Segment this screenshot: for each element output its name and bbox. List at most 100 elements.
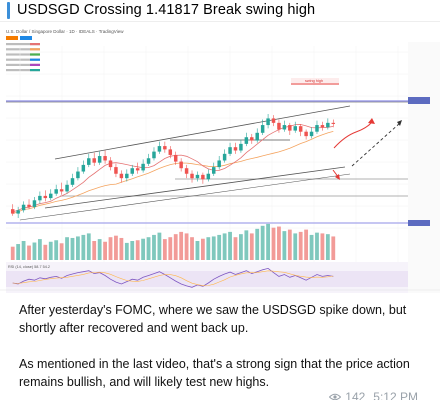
volume-bar [48, 241, 53, 260]
candle-body [108, 160, 113, 168]
indicator-legend [6, 43, 40, 72]
volume-bar [124, 242, 129, 260]
volume-bar [217, 234, 222, 260]
candle-body [168, 149, 173, 155]
volume-bar [135, 240, 140, 260]
legend-chip [6, 36, 18, 40]
volume-bar [206, 237, 211, 260]
volume-bar [92, 241, 97, 260]
volume-bar [81, 234, 86, 260]
volume-bar [325, 234, 330, 260]
volume-bar [282, 231, 287, 260]
candle-body [49, 193, 53, 199]
legend-entry [6, 43, 40, 46]
candle-body [293, 126, 297, 131]
volume-bar [260, 225, 265, 260]
volume-bar [108, 237, 113, 260]
candle-body [331, 122, 336, 124]
legend-value [30, 63, 40, 66]
candle-body [201, 174, 205, 180]
candle-body [130, 168, 134, 174]
legend-value [30, 58, 40, 61]
candle-body [233, 147, 238, 151]
volume-bar [146, 237, 151, 260]
candle-body [271, 118, 276, 123]
legend-value [30, 43, 40, 46]
projected-path-arrow [333, 121, 373, 149]
volume-bar [27, 245, 31, 260]
channel-lower-line-2 [19, 173, 351, 221]
candle-body [65, 184, 69, 192]
volume-bar [331, 236, 336, 260]
volume-bar [103, 241, 107, 260]
volume-bar [271, 227, 276, 260]
candle-body [266, 118, 270, 126]
candle-body [298, 126, 303, 132]
volume-bar [16, 244, 21, 260]
volume-bar [141, 238, 146, 260]
candle-body [228, 147, 232, 154]
volume-bars [10, 223, 336, 260]
volume-bar [287, 229, 292, 260]
candle-body [277, 122, 281, 130]
candle-body [239, 143, 243, 151]
tradingview-chart: U.S. Dollar / Singapore Dollar · 1D · ID… [0, 22, 440, 293]
candle-body [146, 158, 151, 164]
legend-entry [6, 53, 40, 56]
volume-bar [309, 234, 314, 260]
volume-bar [211, 236, 216, 260]
candle-body [222, 153, 227, 161]
legend-entry [6, 63, 40, 66]
channel-lower-line [44, 166, 346, 209]
volume-bar [293, 233, 298, 260]
candle-body [206, 173, 211, 180]
candle-body [282, 125, 287, 130]
candle-body [288, 125, 292, 131]
rsi-line [12, 267, 334, 288]
view-count: 142 [345, 390, 366, 400]
eye-icon [329, 393, 342, 400]
chart-screenshot[interactable]: U.S. Dollar / Singapore Dollar · 1D · ID… [0, 21, 440, 293]
swing-high-price-tag [408, 97, 430, 104]
candle-body [152, 151, 156, 159]
quote-accent-bar [7, 2, 10, 19]
candle-body [97, 156, 102, 163]
candle-body [195, 174, 200, 179]
volume-bar [86, 233, 91, 260]
volume-bar [222, 233, 227, 260]
candle-body [141, 163, 145, 171]
price-axis [408, 42, 440, 293]
candlestick-series [10, 114, 336, 218]
volume-bar [32, 242, 37, 260]
candle-body [190, 173, 194, 179]
volume-bar [152, 234, 156, 260]
post-paragraph: After yesterday's FOMC, where we saw the… [19, 303, 407, 335]
volume-bar [54, 240, 59, 260]
volume-bar [298, 231, 303, 260]
dashed-arrow-head [397, 120, 402, 126]
volume-bar [190, 237, 194, 260]
legend-entry [6, 58, 40, 61]
volume-bar [228, 231, 232, 260]
dip-arrow-head [335, 174, 340, 180]
candle-body [184, 168, 189, 174]
candle-body [250, 137, 254, 141]
candle-body [119, 173, 124, 179]
volume-bar [173, 234, 178, 260]
candle-body [54, 189, 58, 194]
candle-body [212, 167, 216, 174]
candle-body [135, 168, 140, 171]
volume-bar [200, 238, 205, 260]
candle-body [21, 204, 26, 211]
candle-body [32, 200, 37, 207]
candle-body [255, 132, 259, 141]
candle-body [217, 160, 221, 168]
volume-bar [315, 232, 319, 260]
volume-bar [168, 237, 173, 260]
moving-average-orange [12, 131, 334, 214]
volume-bar [266, 223, 270, 260]
candle-body [309, 131, 314, 137]
volume-bar [162, 239, 167, 260]
post-title: USDSGD Crossing 1.41817 Break swing high [17, 2, 316, 18]
volume-bar [277, 226, 281, 260]
